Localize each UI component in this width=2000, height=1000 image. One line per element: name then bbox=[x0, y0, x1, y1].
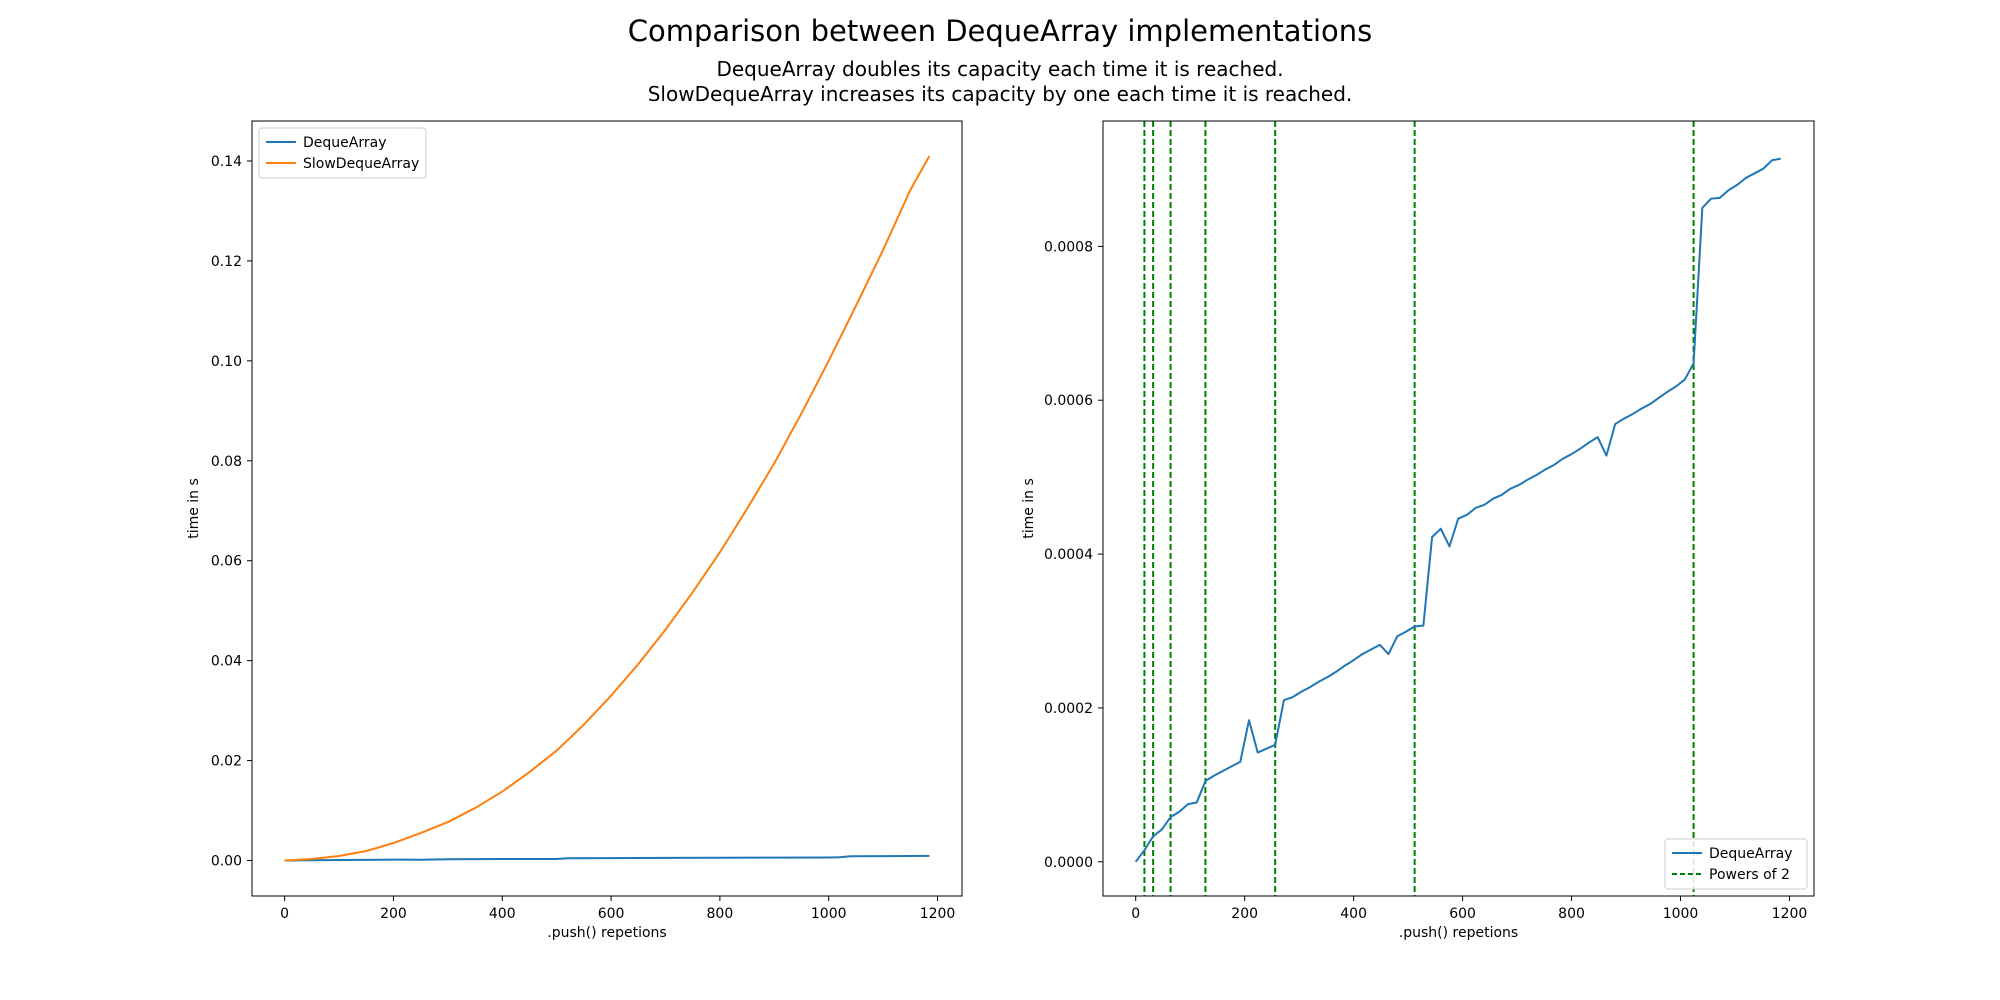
chart2-y-tick-label: 0.0000 bbox=[1044, 855, 1093, 871]
chart1-axes-frame bbox=[251, 120, 963, 897]
chart1-legend: DequeArray SlowDequeArray bbox=[258, 127, 427, 179]
chart2-y-tick-label: 0.0008 bbox=[1044, 239, 1093, 255]
figure-title: Comparison between DequeArray implementa… bbox=[627, 14, 1373, 48]
chart1-x-tick-label: 400 bbox=[489, 906, 516, 922]
chart1-y-tick-label: 0.02 bbox=[211, 754, 242, 770]
chart1-x-tick-label: 1000 bbox=[811, 906, 847, 922]
chart1-y-axis-label: time in s bbox=[186, 478, 202, 539]
chart2-x-tick-label: 800 bbox=[1558, 906, 1585, 922]
chart2-legend-label: Powers of 2 bbox=[1709, 867, 1790, 883]
chart1-y-tick-label: 0.10 bbox=[211, 354, 242, 370]
chart1-x-tick-label: 600 bbox=[598, 906, 625, 922]
chart1-series-line-0 bbox=[284, 854, 930, 862]
chart2-x-axis-label: .push() repetions bbox=[1399, 925, 1518, 941]
chart2-x-tick-label: 600 bbox=[1449, 906, 1476, 922]
chart1-series-line-1 bbox=[284, 155, 931, 862]
chart2-reference-lines bbox=[1143, 121, 1695, 896]
chart1-x-tick-label: 800 bbox=[707, 906, 734, 922]
chart1-y-tick-label: 0.06 bbox=[211, 554, 242, 570]
chart2-axes-frame bbox=[1102, 120, 1815, 897]
chart2-x-tick-label: 200 bbox=[1231, 906, 1258, 922]
subtitle-line-2: SlowDequeArray increases its capacity by… bbox=[647, 82, 1353, 106]
chart1-x-tick-label: 1200 bbox=[920, 906, 956, 922]
chart1-legend-label: SlowDequeArray bbox=[303, 156, 419, 172]
chart2-x-tick-label: 1000 bbox=[1663, 906, 1699, 922]
chart2-y-tick-label: 0.0004 bbox=[1044, 547, 1093, 563]
chart1-y-tick-label: 0.08 bbox=[211, 454, 242, 470]
chart1-x-tick-label: 0 bbox=[280, 906, 289, 922]
chart2-legend-label: DequeArray bbox=[1709, 846, 1792, 862]
chart2-y-tick-label: 0.0002 bbox=[1044, 701, 1093, 717]
chart1-x-tick-label: 200 bbox=[380, 906, 407, 922]
chart2-legend-box bbox=[1664, 838, 1808, 890]
chart1-x-axis-label: .push() repetions bbox=[547, 925, 666, 941]
chart2-legend: DequeArray Powers of 2 bbox=[1664, 838, 1808, 890]
chart1-y-tick-label: 0.12 bbox=[211, 254, 242, 270]
chart1-legend-label: DequeArray bbox=[303, 135, 386, 151]
chart2-y-tick-label: 0.0006 bbox=[1044, 393, 1093, 409]
chart1-legend-box bbox=[258, 127, 427, 179]
chart1-y-tick-label: 0.00 bbox=[211, 854, 242, 870]
chart2-x-tick-label: 1200 bbox=[1772, 906, 1808, 922]
chart2-x-tick-label: 400 bbox=[1340, 906, 1367, 922]
chart1-y-tick-label: 0.14 bbox=[211, 154, 242, 170]
chart2-y-axis-label: time in s bbox=[1021, 478, 1037, 539]
chart2-x-tick-label: 0 bbox=[1131, 906, 1140, 922]
figure-subtitle: DequeArray doubles its capacity each tim… bbox=[0, 57, 2000, 107]
chart1-y-tick-label: 0.04 bbox=[211, 654, 242, 670]
chart2-series-line-0 bbox=[1134, 157, 1781, 863]
subtitle-line-1: DequeArray doubles its capacity each tim… bbox=[716, 57, 1284, 81]
